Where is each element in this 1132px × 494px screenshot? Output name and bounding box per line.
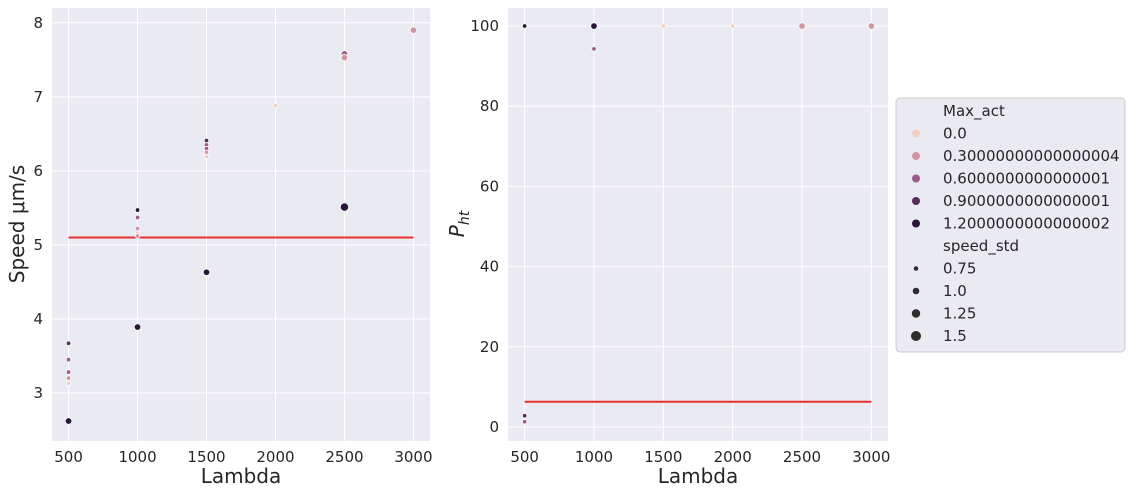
pht-y-tick-label: 60 <box>480 177 499 195</box>
speed-x-tick-label: 2500 <box>325 448 363 466</box>
pht-data-point <box>729 23 736 29</box>
speed-x-tick-label: 3000 <box>394 448 432 466</box>
speed-data-point <box>409 26 418 34</box>
pht-x-tick-label: 1500 <box>644 448 682 466</box>
speed-data-point <box>65 340 72 346</box>
speed-y-tick-label: 4 <box>33 310 43 328</box>
pht-x-tick-label: 500 <box>510 448 539 466</box>
legend-size-marker <box>913 266 919 271</box>
speed-data-point <box>133 323 142 331</box>
speed-y-axis-label: Speed μm/s <box>5 165 29 283</box>
speed-gridlines <box>52 8 430 441</box>
pht-data-point <box>521 413 528 419</box>
speed-x-tick-label: 2000 <box>256 448 294 466</box>
legend-hue-marker <box>912 219 920 228</box>
legend-hue-label: 0.9000000000000001 <box>943 192 1110 210</box>
legend-hue-marker <box>912 152 920 160</box>
legend-size-label: 0.75 <box>943 260 976 278</box>
pht-y-axis-label: Pht <box>445 210 473 237</box>
legend-size-label: 1.5 <box>943 327 967 345</box>
legend: Max_act 0.0 0.30000000000000004 0.600000000… <box>895 97 1126 353</box>
pht-x-tick-label: 3000 <box>852 448 890 466</box>
speed-data-point <box>339 202 350 212</box>
speed-y-tick-label: 5 <box>33 236 43 254</box>
legend-size-label: 1.0 <box>943 282 967 300</box>
pht-x-tick-label: 2500 <box>783 448 821 466</box>
pht-y-tick-label: 20 <box>480 338 499 356</box>
speed-data-point <box>65 356 72 363</box>
speed-data-point <box>203 149 210 156</box>
speed-data-point <box>203 137 210 144</box>
speed-data-point <box>134 233 141 239</box>
pht-data-point <box>590 22 598 30</box>
legend-size-title: speed_std <box>943 237 1019 256</box>
speed-points <box>64 26 418 425</box>
pht-gridlines <box>508 8 888 441</box>
legend-size-marker <box>912 287 920 295</box>
legend-hue-title: Max_act <box>943 102 1005 121</box>
legend-size-label: 1.25 <box>943 305 976 323</box>
speed-data-point <box>64 417 73 425</box>
pht-chart: 500 1000 1500 2000 2500 3000 0 20 40 60 80 100 Lam… <box>445 8 890 488</box>
legend-items: Max_act 0.0 0.30000000000000004 0.600000000… <box>911 102 1120 345</box>
speed-x-tick-label: 1500 <box>187 448 225 466</box>
pht-x-ticks: 500 1000 1500 2000 2500 3000 <box>510 448 890 466</box>
speed-y-tick-label: 7 <box>33 88 43 106</box>
speed-chart: 500 1000 1500 2000 2500 3000 3 4 5 6 7 8 Lambda Sp… <box>5 8 433 488</box>
pht-data-point <box>867 22 876 30</box>
speed-data-point <box>203 154 210 160</box>
speed-data-point <box>65 375 72 381</box>
speed-data-point <box>272 103 279 109</box>
pht-x-axis-label: Lambda <box>658 464 739 488</box>
speed-x-ticks: 500 1000 1500 2000 2500 3000 <box>54 448 432 466</box>
speed-data-point <box>340 53 349 62</box>
pht-x-tick-label: 1000 <box>575 448 613 466</box>
pht-plot-area <box>508 8 888 441</box>
pht-y-ticks: 0 20 40 60 80 100 <box>470 17 499 436</box>
pht-y-tick-label: 40 <box>480 258 499 276</box>
pht-data-point <box>591 46 597 52</box>
speed-data-point <box>134 225 141 232</box>
legend-size-marker <box>911 331 921 341</box>
speed-y-ticks: 3 4 5 6 7 8 <box>33 14 43 402</box>
speed-data-point <box>65 369 72 375</box>
legend-hue-marker <box>912 197 920 205</box>
pht-data-point <box>521 23 528 29</box>
pht-data-point <box>521 419 528 425</box>
legend-hue-label: 0.6000000000000001 <box>943 170 1110 188</box>
pht-y-tick-label: 0 <box>489 418 499 436</box>
pht-data-point <box>660 23 667 29</box>
speed-y-tick-label: 8 <box>33 14 43 32</box>
pht-x-tick-label: 2000 <box>714 448 752 466</box>
pht-y-axis-label-main: P <box>445 224 469 237</box>
speed-x-axis-label: Lambda <box>201 464 282 488</box>
pht-data-point <box>798 22 806 30</box>
speed-data-point <box>202 268 211 276</box>
pht-y-tick-label: 80 <box>480 97 499 115</box>
speed-y-tick-label: 3 <box>33 384 43 402</box>
legend-hue-marker <box>912 174 920 183</box>
legend-hue-label: 0.30000000000000004 <box>943 147 1120 165</box>
legend-hue-label: 1.2000000000000002 <box>943 215 1110 233</box>
speed-x-tick-label: 1000 <box>118 448 156 466</box>
legend-hue-label: 0.0 <box>943 125 967 143</box>
pht-y-axis-label-sub: ht <box>457 210 473 225</box>
legend-size-marker <box>911 309 921 318</box>
speed-data-point <box>65 380 72 386</box>
speed-data-point <box>134 207 141 213</box>
speed-plot-area <box>52 8 430 441</box>
speed-y-tick-label: 6 <box>33 162 43 180</box>
pht-points <box>521 22 876 425</box>
legend-box <box>895 97 1126 353</box>
pht-y-tick-label: 100 <box>470 17 499 35</box>
legend-hue-marker <box>912 129 920 138</box>
speed-x-tick-label: 500 <box>54 448 83 466</box>
speed-data-point <box>134 214 141 221</box>
